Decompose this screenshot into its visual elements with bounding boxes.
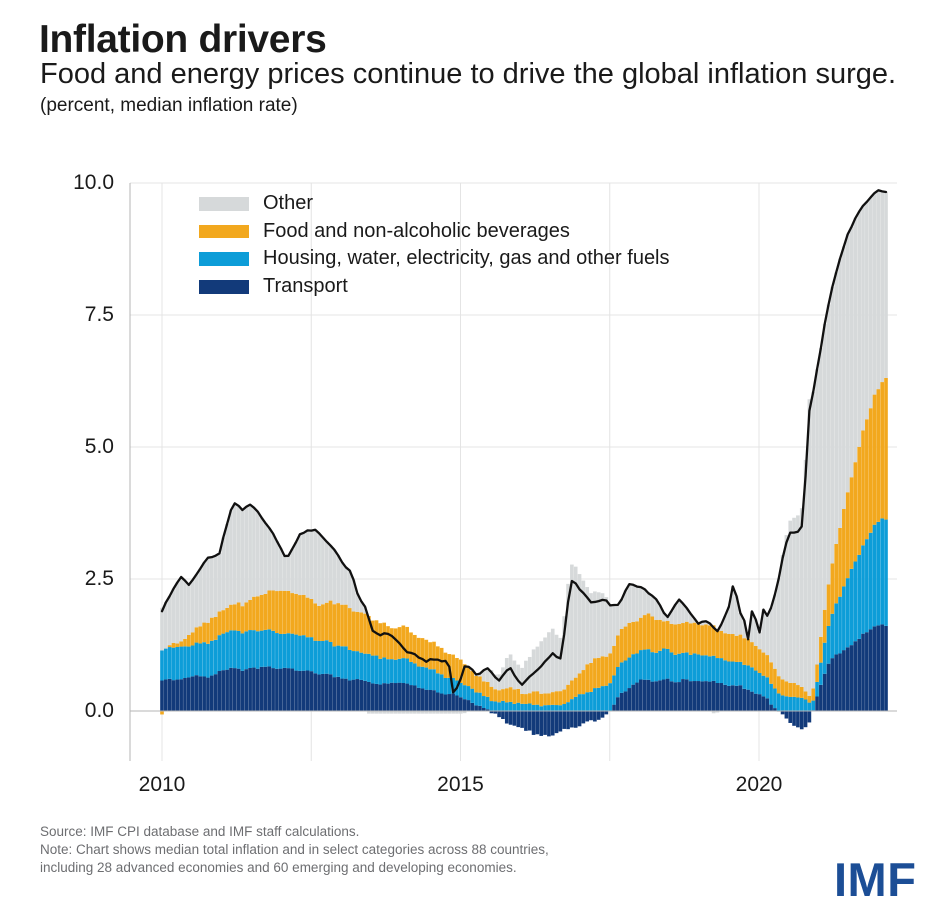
svg-text:2015: 2015 <box>437 773 484 796</box>
svg-text:5.0: 5.0 <box>85 435 114 458</box>
svg-text:7.5: 7.5 <box>85 303 114 326</box>
svg-text:2020: 2020 <box>736 773 783 796</box>
svg-text:10.0: 10.0 <box>73 171 114 194</box>
svg-text:2010: 2010 <box>139 773 186 796</box>
svg-text:0.0: 0.0 <box>85 699 114 722</box>
svg-text:2.5: 2.5 <box>85 567 114 590</box>
